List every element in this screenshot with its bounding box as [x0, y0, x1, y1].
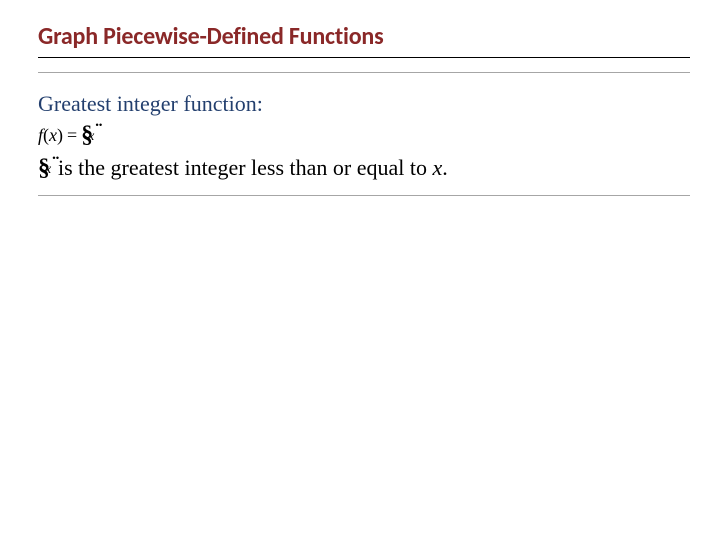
slide: Graph Piecewise-Defined Functions Greate… [0, 0, 720, 540]
page-title: Graph Piecewise-Defined Functions [38, 22, 690, 51]
divider-top [38, 72, 690, 73]
formula: f(x) = § x ¨ [38, 123, 690, 147]
floor-symbol: § x ¨ [81, 123, 93, 147]
formula-eq: = [67, 125, 77, 146]
subheading: Greatest integer function: [38, 91, 690, 117]
formula-close: ) [57, 125, 63, 145]
title-underline [38, 57, 690, 58]
divider-bottom [38, 195, 690, 196]
umlaut-icon: ¨ [52, 154, 59, 172]
definition-text-before: is the greatest integer less than or equ… [58, 155, 433, 180]
formula-fx: f(x) [38, 125, 63, 146]
formula-x: x [49, 125, 57, 145]
umlaut-icon: ¨ [95, 121, 102, 139]
definition-x: x [433, 155, 443, 180]
definition-line: § x ¨ is the greatest integer less than … [38, 155, 690, 181]
definition-period: . [442, 155, 448, 180]
floor-inner-x: x [45, 163, 51, 177]
floor-inner-x: x [88, 130, 94, 144]
definition-text: is the greatest integer less than or equ… [58, 155, 448, 181]
floor-symbol-2: § x ¨ [38, 156, 50, 180]
